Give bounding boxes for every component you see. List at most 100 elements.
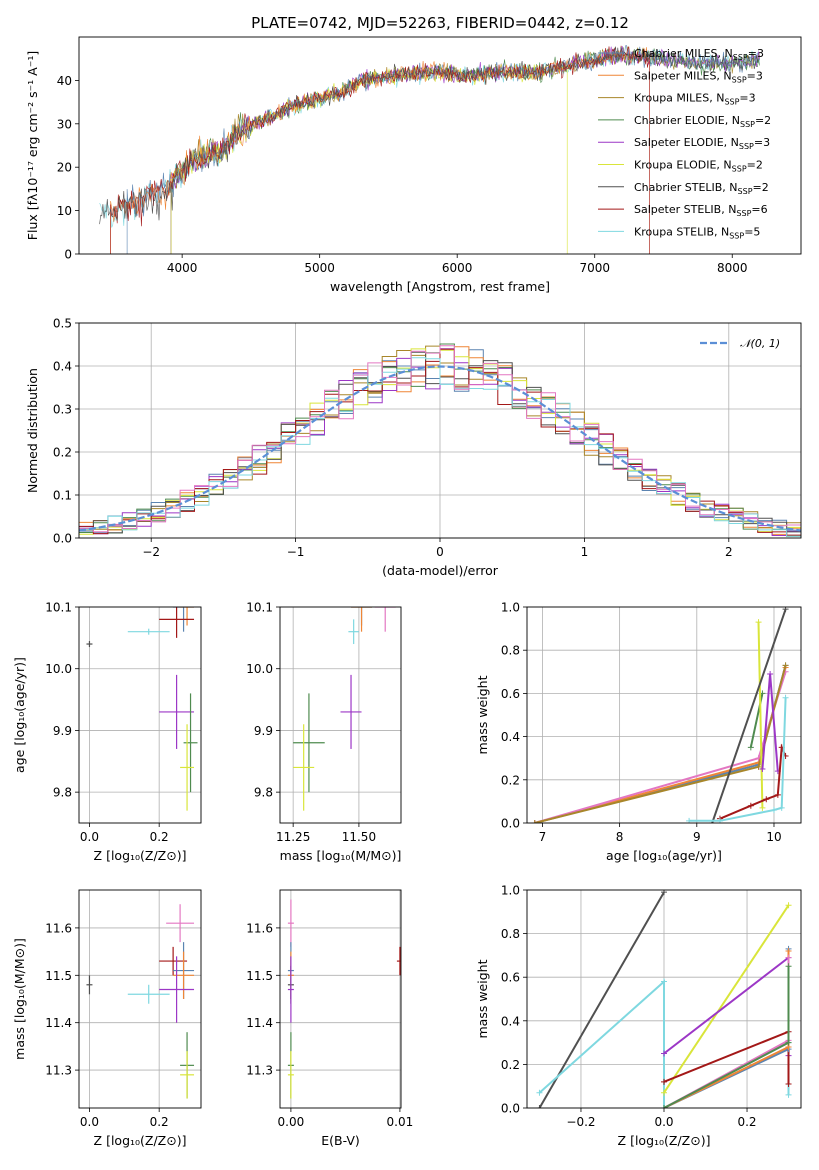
- x-tick-label: 0.2: [150, 830, 169, 844]
- legend-entry: Chabrier STELIB, NSSP=2: [634, 181, 769, 196]
- legend-suffix: =6: [751, 203, 767, 216]
- plot-area: [86, 607, 198, 811]
- y-tick-label: 9.9: [53, 724, 72, 738]
- x-tick-label: 11.50: [342, 830, 376, 844]
- legend-subscript: SSP: [733, 53, 748, 62]
- panel-age_vs_Z: 0.0 0.2 9.8 9.9 10.0 10.1 Z [log₁₀(Z/Z⊙)] age […: [12, 601, 202, 863]
- y-tick-label: 0: [64, 248, 72, 262]
- panel-age_vs_mass: 11.25 11.50 9.8 9.9 10.0 10.1 mass [log₁₀(M/M⊙…: [246, 601, 402, 863]
- legend-text: Kroupa MILES, N: [634, 92, 724, 105]
- y-tick-label: 9.9: [254, 724, 273, 738]
- y-tick-label: 9.8: [254, 786, 273, 800]
- weight-marker: [536, 1089, 543, 1096]
- y-tick-label: 10.0: [45, 662, 72, 676]
- y-tick-label: 0.8: [501, 644, 520, 658]
- y-tick-label: 0.4: [501, 730, 520, 744]
- normal-curve: [79, 365, 801, 532]
- weight-marker: [785, 902, 792, 909]
- weight-marker: [785, 963, 792, 970]
- y-tick-label: 0.5: [53, 317, 72, 331]
- weight-marker: [755, 619, 762, 626]
- x-tick-label: 5000: [304, 261, 335, 275]
- y-tick-label: 0.4: [501, 1014, 520, 1028]
- weight-marker: [767, 670, 774, 677]
- legend-suffix: =3: [754, 136, 770, 149]
- legend-subscript: SSP: [740, 120, 755, 129]
- weight-line-kroupa-elodie: [757, 622, 764, 808]
- histogram-salpeter-stelib: [79, 348, 801, 536]
- y-axis-label: Flux [fλ10⁻¹⁷ erg cm⁻² s⁻¹ A⁻¹]: [25, 51, 40, 240]
- plot-area: [293, 607, 396, 811]
- legend-text: Chabrier MILES, N: [634, 47, 733, 60]
- x-tick-label: −0.2: [566, 1115, 595, 1129]
- legend-subscript: SSP: [736, 209, 751, 218]
- weight-marker: [747, 744, 754, 751]
- panel-spectrum: 4000 5000 6000 7000 8000 0 10 20 30 40 wavelength …: [25, 36, 802, 294]
- legend-entry: Kroupa ELODIE, NSSP=2: [634, 159, 763, 174]
- y-tick-label: 11.3: [246, 1064, 273, 1078]
- y-tick-label: 0.4: [53, 360, 72, 374]
- x-axis-label: Z [log₁₀(Z/Z⊙)]: [94, 848, 187, 863]
- weight-marker: [785, 1091, 792, 1098]
- plot-area: [99, 45, 760, 254]
- legend-entry: Kroupa MILES, NSSP=3: [634, 92, 756, 107]
- plot-area: [86, 904, 195, 1099]
- x-tick-label: 0.2: [150, 1115, 169, 1129]
- legend-text: Kroupa ELODIE, N: [634, 159, 732, 172]
- legend-suffix: =3: [739, 92, 755, 105]
- x-tick-label: 8: [616, 830, 624, 844]
- y-tick-label: 11.6: [45, 921, 72, 935]
- y-tick-label: 0.2: [53, 446, 72, 460]
- legend-subscript: SSP: [738, 187, 753, 196]
- legend-text: Salpeter ELODIE, N: [634, 136, 739, 149]
- legend-suffix: =5: [744, 225, 760, 238]
- x-tick-label: −2: [142, 545, 160, 559]
- y-tick-label: 0.3: [53, 403, 72, 417]
- plot-area: [287, 899, 401, 1099]
- weight-marker: [747, 802, 754, 809]
- y-tick-label: 11.3: [45, 1064, 72, 1078]
- x-tick-label: 0.0: [654, 1115, 673, 1129]
- axes-frame: [78, 606, 202, 824]
- y-tick-label: 0.6: [501, 687, 520, 701]
- legend-suffix: =2: [753, 181, 769, 194]
- y-tick-label: 20: [57, 161, 72, 175]
- x-tick-label: 0.2: [737, 1115, 756, 1129]
- plot-area: [536, 890, 792, 1108]
- chart-title: PLATE=0742, MJD=52263, FIBERID=0442, z=0…: [251, 14, 629, 32]
- x-tick-label: 11.25: [276, 830, 310, 844]
- x-tick-label: 9: [693, 830, 701, 844]
- panel-weight_vs_age: 7 8 9 10 0.0 0.2 0.4 0.6 0.8 1.0 age [log₁₀(age/yr…: [475, 601, 802, 863]
- y-tick-label: 11.5: [246, 969, 273, 983]
- weight-marker: [785, 1081, 792, 1088]
- y-axis-label: mass weight: [475, 959, 490, 1038]
- x-tick-label: 2: [725, 545, 733, 559]
- weight-marker: [536, 1105, 543, 1108]
- weight-line-salpeter-stelib: [719, 743, 787, 820]
- x-tick-label: 7: [539, 830, 547, 844]
- spectrum-line-salpeter-elodie: [170, 46, 760, 254]
- y-axis-label: mass [log₁₀(M/M⊙)]: [12, 938, 27, 1060]
- legend-suffix: =2: [747, 159, 763, 172]
- y-tick-label: 1.0: [501, 884, 520, 898]
- x-axis-label: Z [log₁₀(Z/Z⊙)]: [618, 1133, 711, 1148]
- legend-text: Chabrier ELODIE, N: [634, 114, 740, 127]
- x-axis-label: Z [log₁₀(Z/Z⊙)]: [94, 1133, 187, 1148]
- legend-entry: Salpeter ELODIE, NSSP=3: [634, 136, 770, 151]
- spectrum-line-chabrier-stelib: [99, 46, 760, 225]
- legend-entry: Salpeter MILES, NSSP=3: [634, 69, 763, 84]
- y-tick-label: 40: [57, 74, 72, 88]
- legend-subscript: SSP: [732, 75, 747, 84]
- x-tick-label: 6000: [442, 261, 473, 275]
- axes-frame: [279, 889, 402, 1109]
- weight-marker: [661, 1050, 667, 1057]
- legend-text: Salpeter STELIB, N: [634, 203, 736, 216]
- legend-entry: Kroupa STELIB, NSSP=5: [634, 225, 760, 240]
- weight-marker: [661, 1105, 667, 1108]
- axes-frame: [279, 606, 402, 824]
- weight-marker: [661, 1078, 667, 1085]
- weight-marker: [785, 954, 792, 961]
- weight-marker: [774, 791, 781, 798]
- panel-mass_vs_Z: 0.0 0.2 11.3 11.4 11.5 11.6 Z [log₁₀(Z/Z⊙)] mas…: [12, 889, 202, 1148]
